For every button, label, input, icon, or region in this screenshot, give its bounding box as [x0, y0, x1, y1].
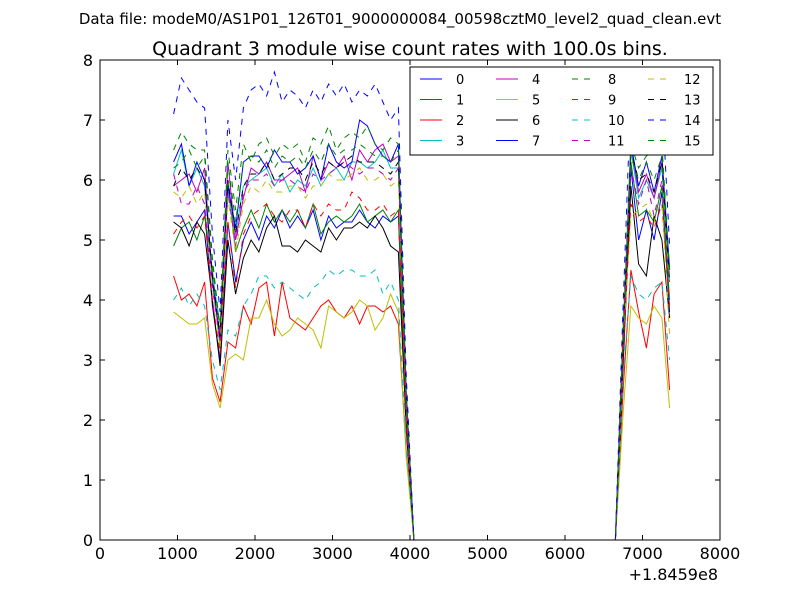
- legend-label-4: 4: [532, 73, 540, 88]
- x-tick-label: 1000: [157, 544, 198, 563]
- legend-label-6: 6: [532, 114, 540, 129]
- chart-supertitle: Data file: modeM0/AS1P01_126T01_90000000…: [79, 10, 721, 29]
- x-tick-label: 5000: [467, 544, 508, 563]
- plot-layer: [173, 70, 671, 540]
- y-tick-label: 6: [83, 171, 93, 190]
- legend-label-12: 12: [684, 73, 701, 88]
- y-tick-label: 7: [83, 111, 93, 130]
- series-line-6: [173, 185, 671, 540]
- legend-label-13: 13: [684, 94, 701, 109]
- y-tick-label: 4: [83, 291, 93, 310]
- series-line-13: [173, 149, 671, 540]
- legend-label-10: 10: [608, 114, 625, 129]
- series-line-10: [173, 269, 671, 540]
- series-line-11: [173, 161, 671, 540]
- legend-label-7: 7: [532, 135, 540, 150]
- axes-layer: 0 1000 2000 3000 4000 5000 6000 7000 80000123456…: [83, 51, 741, 563]
- x-tick-label: 2000: [235, 544, 276, 563]
- x-tick-label: 7000: [622, 544, 663, 563]
- chart-title: Quadrant 3 module wise count rates with …: [152, 38, 668, 60]
- x-tick-label: 8000: [700, 544, 741, 563]
- series-line-5: [173, 292, 671, 540]
- y-tick-label: 2: [83, 411, 93, 430]
- legend-label-0: 0: [456, 73, 464, 88]
- y-tick-label: 5: [83, 231, 93, 250]
- series-line-1: [173, 161, 671, 540]
- x-tick-label: 6000: [545, 544, 586, 563]
- legend-label-8: 8: [608, 73, 616, 88]
- legend-label-9: 9: [608, 94, 616, 109]
- legend-label-3: 3: [456, 135, 464, 150]
- y-tick-label: 0: [83, 531, 93, 550]
- series-line-14: [173, 70, 671, 540]
- y-tick-label: 3: [83, 351, 93, 370]
- series-line-0: [173, 167, 671, 540]
- series-line-15: [173, 142, 671, 540]
- x-tick-label: 4000: [390, 544, 431, 563]
- legend-label-15: 15: [684, 135, 701, 150]
- series-line-12: [173, 167, 671, 540]
- x-tick-label: 3000: [312, 544, 353, 563]
- series-line-4: [173, 143, 671, 540]
- legend-label-5: 5: [532, 94, 540, 109]
- legend-label-1: 1: [456, 94, 464, 109]
- x-tick-label: 0: [95, 544, 105, 563]
- series-line-3: [173, 148, 671, 540]
- x-offset-label: +1.8459e8: [629, 565, 718, 584]
- legend-label-14: 14: [684, 114, 701, 129]
- legend-label-2: 2: [456, 114, 464, 129]
- legend-label-11: 11: [608, 135, 625, 150]
- series-line-2: [173, 269, 671, 540]
- y-tick-label: 1: [83, 471, 93, 490]
- series-line-9: [173, 191, 671, 540]
- y-tick-label: 8: [83, 51, 93, 70]
